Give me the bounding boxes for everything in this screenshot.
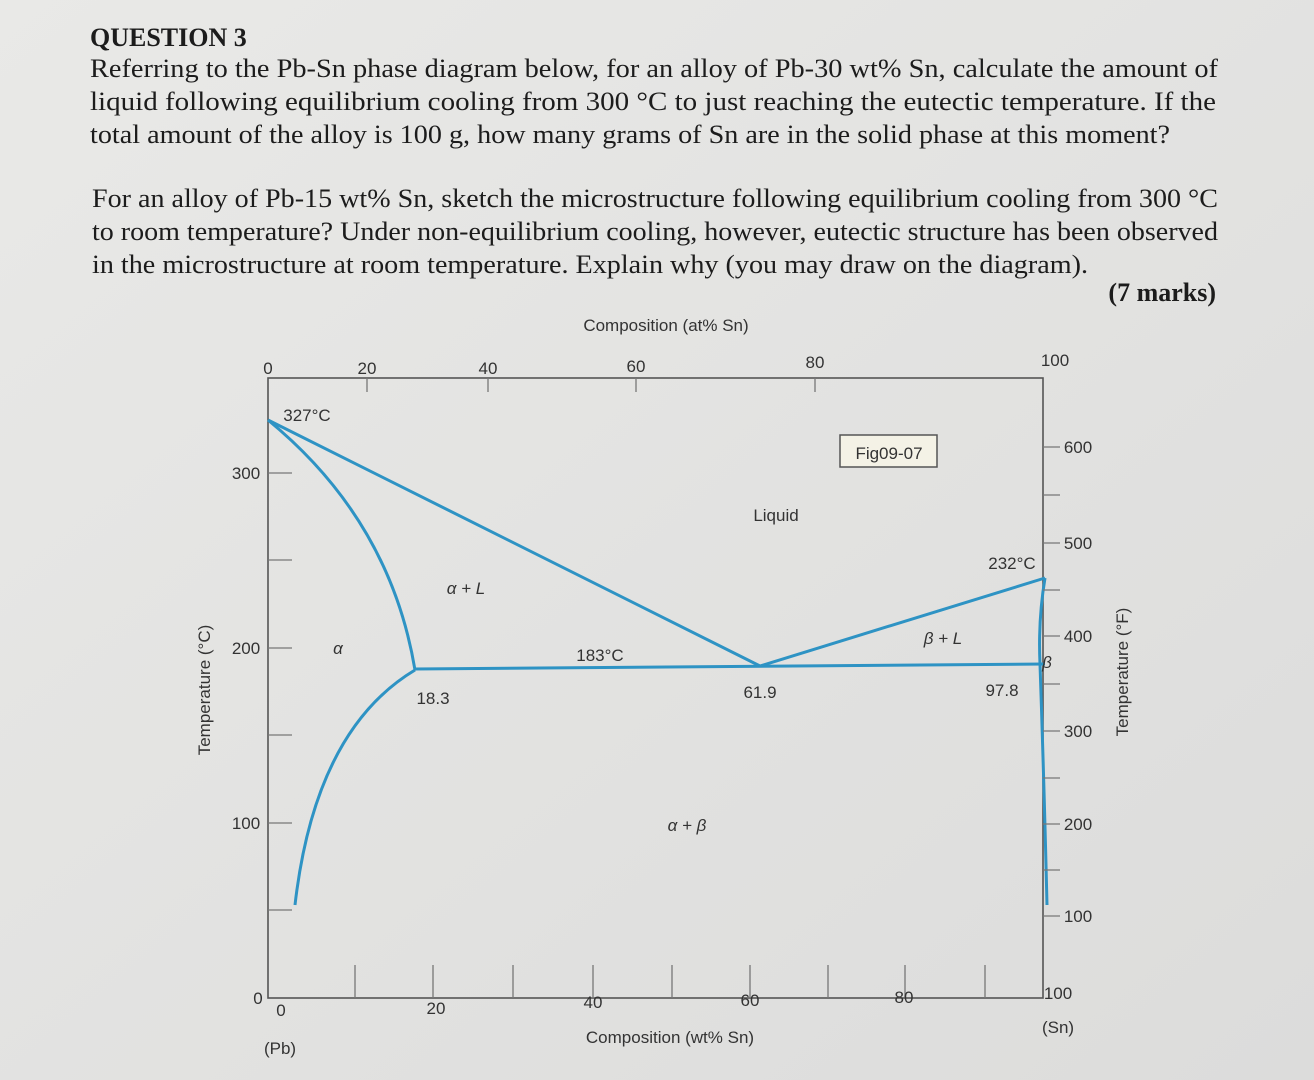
tick-label: 20	[358, 359, 377, 378]
paragraph-line: Referring to the Pb-Sn phase diagram bel…	[90, 54, 1218, 83]
end-label: (Pb)	[264, 1039, 296, 1058]
tick-label: 100	[1064, 907, 1092, 926]
tick-label: 80	[806, 353, 825, 372]
end-label: (Sn)	[1042, 1018, 1074, 1037]
figure-label: Fig09-07	[855, 444, 922, 463]
axis-title: Temperature (°C)	[195, 625, 214, 756]
tick-label: 40	[584, 993, 603, 1012]
diagram-label: 61.9	[743, 683, 776, 702]
diagram-label: 232°C	[988, 554, 1035, 573]
tick-label: 0	[263, 359, 272, 378]
tick-label: 0	[253, 989, 262, 1008]
tick-label: 600	[1064, 438, 1092, 457]
axis-title: Temperature (°F)	[1113, 608, 1132, 737]
plot-box	[267, 377, 1044, 999]
diagram-frame	[267, 377, 1060, 999]
solvus-left	[293, 668, 416, 906]
solidus-right	[1038, 577, 1047, 665]
solidus-left	[267, 418, 417, 671]
diagram-label: β	[1041, 653, 1052, 672]
tick-label: 0	[276, 1001, 285, 1020]
heading: QUESTION 3	[90, 23, 247, 52]
diagram-label: 18.3	[416, 689, 449, 708]
liquidus-right	[759, 576, 1046, 668]
tick-label: 200	[232, 639, 260, 658]
diagram-label: Liquid	[753, 506, 798, 525]
paragraph-line: total amount of the alloy is 100 g, how …	[90, 120, 1170, 149]
marks: (7 marks)	[1108, 278, 1216, 307]
diagram-label: α + β	[668, 816, 707, 835]
tick-label: 500	[1064, 534, 1092, 553]
diagram-label: 97.8	[985, 681, 1018, 700]
paragraph-line: to room temperature? Under non-equilibri…	[92, 217, 1218, 246]
diagram-label: β + L	[923, 629, 963, 648]
diagram-label: 183°C	[576, 646, 623, 665]
diagram-label: α + L	[447, 579, 486, 598]
tick-label: 100	[1044, 984, 1072, 1003]
tick-label: 100	[1041, 351, 1069, 370]
axis-title: Composition (wt% Sn)	[586, 1028, 754, 1047]
paragraph-line: For an alloy of Pb-15 wt% Sn, sketch the…	[92, 184, 1218, 213]
diagram-label: 327°C	[283, 406, 330, 425]
paragraph-line: in the microstructure at room temperatur…	[92, 250, 1088, 279]
diagram-label: α	[333, 639, 344, 658]
solvus-right	[1038, 663, 1049, 906]
axis-title: Composition (at% Sn)	[583, 316, 748, 335]
figure-label-box	[839, 434, 938, 468]
tick-label: 80	[895, 988, 914, 1007]
tick-label: 200	[1064, 815, 1092, 834]
tick-label: 400	[1064, 627, 1092, 646]
tick-label: 300	[232, 464, 260, 483]
minor-ticks	[268, 378, 1060, 998]
tick-label: 300	[1064, 722, 1092, 741]
paragraph-line: liquid following equilibrium cooling fro…	[90, 87, 1216, 116]
tick-label: 100	[232, 814, 260, 833]
liquidus-left	[267, 418, 761, 668]
tick-label: 20	[427, 999, 446, 1018]
tick-label: 60	[741, 991, 760, 1010]
tick-label: 40	[479, 359, 498, 378]
tick-label: 60	[627, 357, 646, 376]
eutectic-line	[414, 662, 1046, 671]
